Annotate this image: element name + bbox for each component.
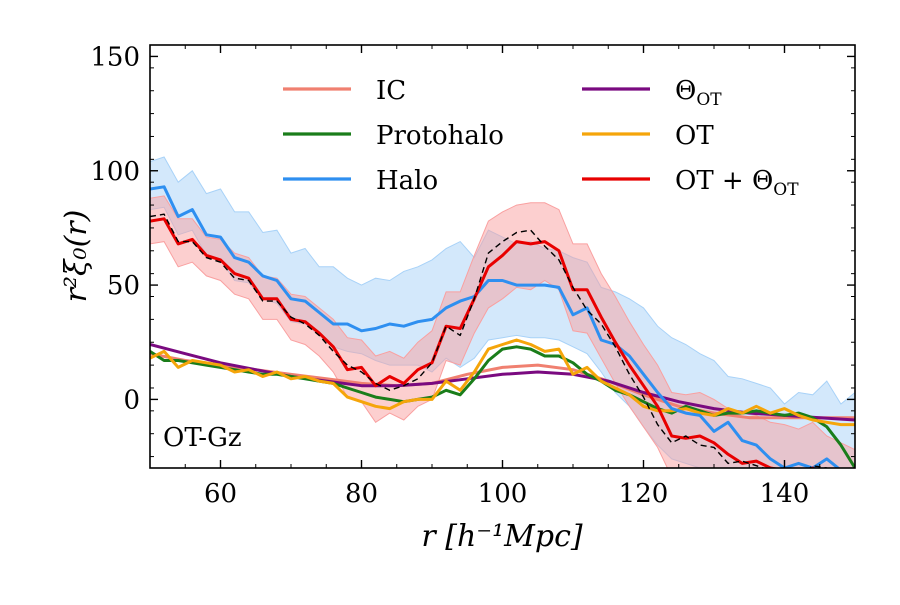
- series-layer: [150, 185, 855, 468]
- legend-label: Halo: [376, 166, 438, 196]
- x-axis-label: r [h⁻¹Mpc]: [421, 519, 582, 554]
- series-line-reference: [150, 213, 830, 468]
- red-band-area: [150, 195, 855, 468]
- series-line-halo: [150, 185, 841, 468]
- y-tick-label: 100: [90, 157, 140, 187]
- x-tick-label: 120: [619, 479, 669, 509]
- series-line-ot: [150, 338, 855, 427]
- y-tick-label: 0: [123, 385, 140, 415]
- legend-label: IC: [376, 76, 406, 106]
- legend: IC Protohalo Halo ΘOT OT OT + ΘOT: [283, 76, 799, 200]
- legend-label: Protohalo: [376, 121, 504, 151]
- series-line-ot-plus-theta-ot: [150, 217, 815, 468]
- y-tick-label: 50: [107, 271, 140, 301]
- legend-label: OT: [675, 121, 714, 151]
- y-tick-label: 150: [90, 42, 140, 72]
- y-axis-label: r²ξ₀(r): [59, 210, 94, 303]
- x-tick-label: 60: [204, 479, 237, 509]
- x-tick-label: 140: [760, 479, 810, 509]
- x-tick-label: 80: [345, 479, 378, 509]
- panel-annotation: OT-Gz: [163, 423, 242, 453]
- legend-label: ΘOT: [675, 76, 722, 110]
- band-layer: [150, 156, 855, 468]
- x-tick-label: 100: [478, 479, 528, 509]
- ticks-layer: 60 80 100 120 140 0 50 100 150: [90, 42, 855, 509]
- legend-label: OT + ΘOT: [675, 166, 799, 200]
